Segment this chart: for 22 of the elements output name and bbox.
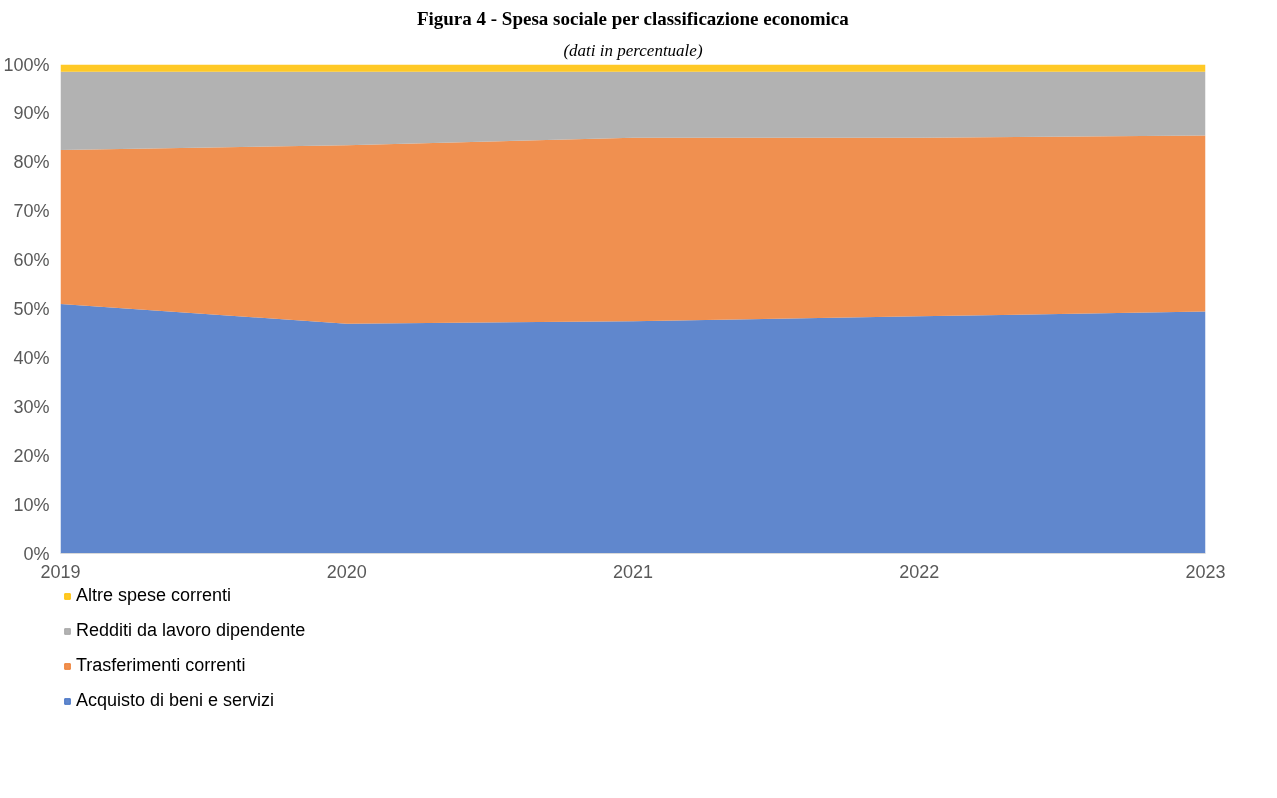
y-tick-label: 0% [23, 543, 50, 564]
legend-label: Trasferimenti correnti [76, 655, 246, 676]
x-tick-label: 2022 [899, 561, 940, 582]
legend-label: Altre spese correnti [76, 585, 232, 606]
y-tick-label: 30% [13, 396, 50, 417]
y-tick-label: 10% [13, 494, 50, 515]
y-tick-label: 20% [13, 445, 50, 466]
x-tick-label: 2019 [40, 561, 81, 582]
y-tick-label: 60% [13, 250, 50, 271]
y-tick-label: 40% [13, 347, 50, 368]
y-tick-label: 90% [13, 103, 50, 124]
legend-label: Acquisto di beni e servizi [76, 690, 275, 711]
chart-subtitle: (dati in percentuale) [563, 40, 703, 60]
y-tick-label: 100% [3, 54, 50, 75]
legend-label: Redditi da lavoro dipendente [76, 620, 306, 641]
chart-title: Figura 4 - Spesa sociale per classificazione economica [416, 7, 850, 29]
y-tick-label: 50% [13, 299, 50, 319]
x-tick-label: 2021 [612, 561, 654, 582]
y-tick-label: 80% [13, 152, 50, 173]
y-tick-label: 70% [13, 201, 50, 222]
x-tick-label: 2023 [1185, 561, 1226, 582]
x-tick-label: 2020 [326, 561, 367, 582]
